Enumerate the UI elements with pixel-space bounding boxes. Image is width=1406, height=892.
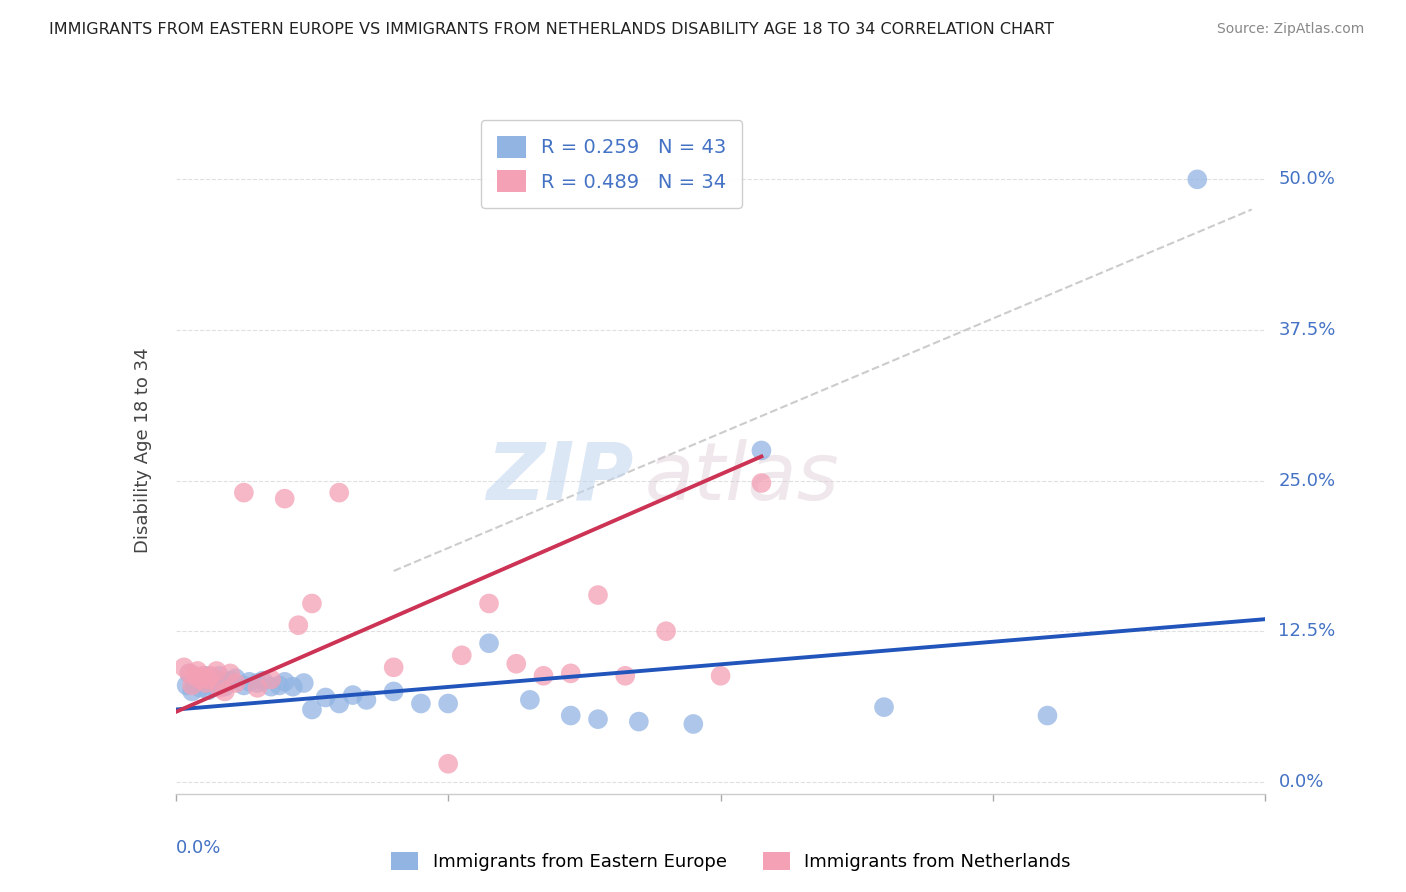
Point	[301, 597, 323, 611]
Point	[186, 673, 209, 687]
Point	[205, 664, 228, 678]
Point	[214, 680, 236, 694]
Point	[232, 678, 254, 692]
Point	[232, 485, 254, 500]
Text: atlas: atlas	[644, 439, 839, 517]
Point	[260, 673, 283, 687]
Point	[274, 491, 297, 506]
Point	[179, 666, 201, 681]
Text: IMMIGRANTS FROM EASTERN EUROPE VS IMMIGRANTS FROM NETHERLANDS DISABILITY AGE 18 : IMMIGRANTS FROM EASTERN EUROPE VS IMMIGR…	[49, 22, 1054, 37]
Point	[214, 684, 236, 698]
Point	[301, 702, 323, 716]
Point	[197, 673, 219, 687]
Point	[614, 669, 637, 683]
Point	[208, 681, 231, 695]
Point	[328, 697, 350, 711]
Point	[200, 678, 222, 692]
Point	[181, 678, 204, 692]
Point	[519, 693, 541, 707]
Point	[246, 681, 269, 695]
Point	[328, 485, 350, 500]
Legend: Immigrants from Eastern Europe, Immigrants from Netherlands: Immigrants from Eastern Europe, Immigran…	[384, 845, 1078, 879]
Point	[560, 666, 582, 681]
Point	[356, 693, 378, 707]
Text: 37.5%: 37.5%	[1278, 321, 1336, 339]
Point	[208, 669, 231, 683]
Point	[211, 676, 233, 690]
Point	[533, 669, 555, 683]
Text: ZIP: ZIP	[486, 439, 633, 517]
Point	[176, 678, 198, 692]
Point	[682, 717, 704, 731]
Point	[655, 624, 678, 639]
Point	[260, 680, 283, 694]
Point	[274, 674, 297, 689]
Text: 25.0%: 25.0%	[1278, 472, 1336, 490]
Point	[315, 690, 337, 705]
Point	[560, 708, 582, 723]
Point	[194, 669, 217, 683]
Text: 12.5%: 12.5%	[1278, 623, 1336, 640]
Point	[188, 673, 211, 687]
Point	[191, 674, 214, 689]
Point	[219, 666, 242, 681]
Point	[478, 597, 501, 611]
Point	[505, 657, 527, 671]
Point	[188, 681, 211, 695]
Point	[281, 680, 304, 694]
Text: 0.0%: 0.0%	[1278, 772, 1324, 791]
Point	[710, 669, 733, 683]
Point	[191, 669, 214, 683]
Point	[627, 714, 650, 729]
Point	[246, 676, 269, 690]
Point	[751, 443, 773, 458]
Point	[252, 673, 274, 688]
Point	[200, 669, 222, 683]
Point	[194, 676, 217, 690]
Point	[225, 676, 247, 690]
Point	[751, 475, 773, 490]
Point	[225, 671, 247, 685]
Point	[382, 660, 405, 674]
Point	[478, 636, 501, 650]
Point	[409, 697, 432, 711]
Text: 50.0%: 50.0%	[1278, 170, 1336, 188]
Point	[269, 678, 291, 692]
Point	[184, 669, 207, 683]
Point	[219, 673, 242, 688]
Point	[586, 712, 609, 726]
Point	[181, 684, 204, 698]
Point	[382, 684, 405, 698]
Point	[205, 673, 228, 687]
Point	[173, 660, 195, 674]
Point	[1187, 172, 1209, 186]
Text: Source: ZipAtlas.com: Source: ZipAtlas.com	[1216, 22, 1364, 37]
Point	[287, 618, 309, 632]
Point	[179, 666, 201, 681]
Point	[586, 588, 609, 602]
Point	[873, 700, 896, 714]
Point	[450, 648, 472, 663]
Point	[1036, 708, 1059, 723]
Y-axis label: Disability Age 18 to 34: Disability Age 18 to 34	[134, 348, 152, 553]
Point	[437, 697, 460, 711]
Point	[186, 664, 209, 678]
Point	[238, 674, 260, 689]
Point	[184, 676, 207, 690]
Text: 0.0%: 0.0%	[176, 838, 221, 856]
Point	[197, 683, 219, 698]
Point	[437, 756, 460, 771]
Point	[292, 676, 315, 690]
Point	[342, 688, 364, 702]
Legend: R = 0.259   N = 43, R = 0.489   N = 34: R = 0.259 N = 43, R = 0.489 N = 34	[481, 120, 742, 208]
